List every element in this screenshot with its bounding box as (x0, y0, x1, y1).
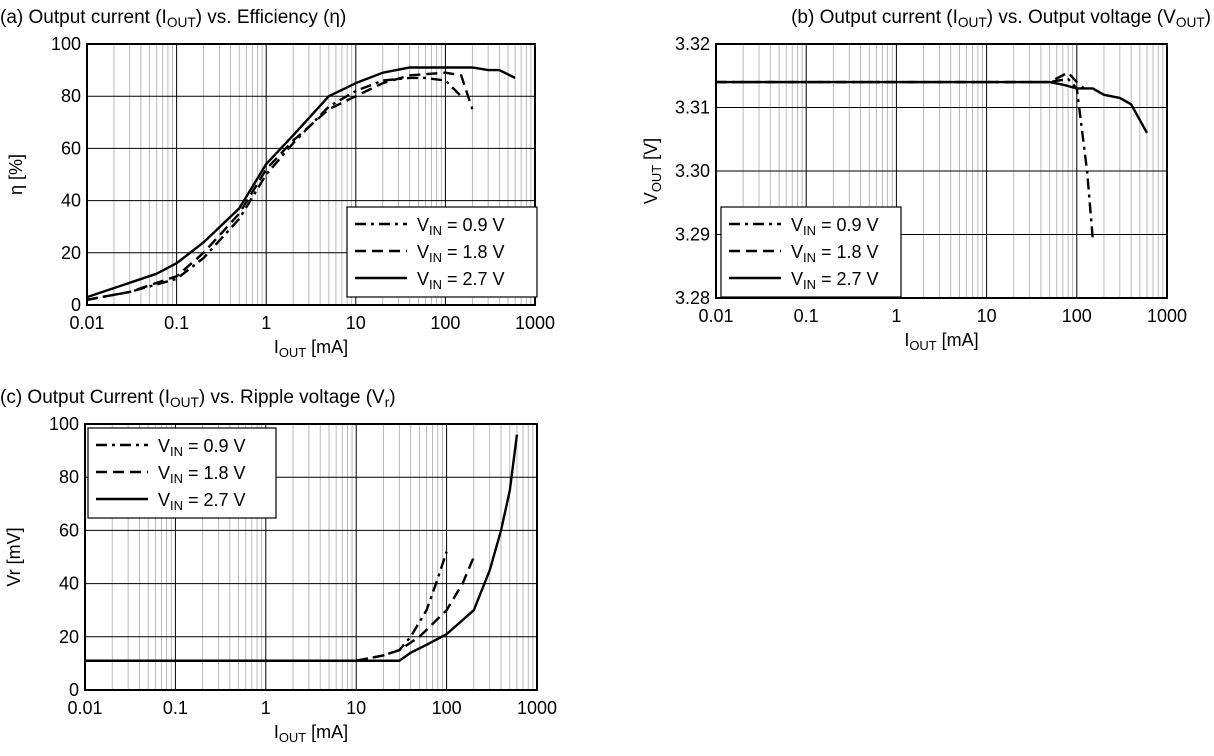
legend-label: VIN = 1.8 V (417, 242, 505, 265)
x-tick-label: 1 (891, 306, 901, 326)
x-tick-label: 0.1 (794, 306, 819, 326)
x-tick-label: 10 (977, 306, 997, 326)
y-tick-label: 40 (61, 191, 81, 211)
series-line-2 (85, 556, 475, 662)
x-tick-label: 1000 (517, 698, 557, 718)
y-tick-label: 3.29 (675, 225, 710, 245)
plot-frame (715, 43, 1168, 299)
chart-2: 0.01 0.1 1 10 100 1000 3.28 3.29 3.30 3.31 3.32 (b)… (641, 7, 1211, 353)
y-tick-label: 40 (59, 574, 79, 594)
y-tick-label: 20 (59, 627, 79, 647)
legend: VIN = 0.9 V VIN = 1.8 V VIN = 2.7 V (720, 206, 902, 298)
y-tick-label: 3.28 (675, 288, 710, 308)
chart-title: (c) Output Current (IOUT) vs. Ripple vol… (0, 387, 396, 410)
legend-label: VIN = 2.7 V (417, 269, 505, 292)
y-tick-label: 80 (59, 467, 79, 487)
y-tick-label: 3.32 (675, 34, 710, 54)
legend-label: VIN = 0.9 V (158, 436, 246, 459)
y-tick-label: 3.30 (675, 161, 710, 181)
y-tick-label: 80 (61, 86, 81, 106)
x-axis-label: IOUT [mA] (904, 330, 978, 353)
y-tick-label: 0 (71, 295, 81, 315)
series-line-1 (85, 551, 448, 662)
legend-label: VIN = 1.8 V (791, 242, 879, 265)
legend: VIN = 0.9 V VIN = 1.8 V VIN = 2.7 V (346, 206, 538, 298)
series-group (86, 66, 516, 301)
x-tick-label: 100 (1062, 306, 1092, 326)
legend-label: VIN = 1.8 V (158, 463, 246, 486)
x-tick-label: 1 (261, 313, 271, 333)
y-tick-label: 100 (51, 34, 81, 54)
y-tick-label: 0 (69, 680, 79, 700)
x-axis-label: IOUT [mA] (274, 337, 348, 360)
chart-1: 0.01 0.1 1 10 100 1000 0 20 40 60 80 100 (a) Output … (0, 7, 555, 360)
legend-label: VIN = 2.7 V (791, 269, 879, 292)
x-tick-label: 10 (346, 313, 366, 333)
series-line-2 (716, 71, 1085, 90)
y-tick-label: 20 (61, 243, 81, 263)
legend: VIN = 0.9 V VIN = 1.8 V VIN = 2.7 V (87, 427, 277, 519)
x-tick-label: 0.01 (698, 306, 733, 326)
legend-label: VIN = 0.9 V (791, 215, 879, 238)
series-line-3 (716, 80, 1149, 134)
legend-label: VIN = 0.9 V (417, 215, 505, 238)
x-tick-label: 10 (346, 698, 366, 718)
x-tick-label: 1000 (1147, 306, 1187, 326)
series-group (85, 434, 519, 662)
x-tick-label: 1 (261, 698, 271, 718)
y-axis-label: VOUT [V] (641, 138, 664, 204)
series-line-3 (86, 66, 516, 299)
x-tick-label: 100 (430, 313, 460, 333)
x-tick-label: 0.1 (163, 698, 188, 718)
x-axis-label: IOUT [mA] (274, 722, 348, 745)
series-line-1 (716, 77, 1094, 238)
x-tick-label: 0.01 (69, 313, 104, 333)
chart-3: 0.01 0.1 1 10 100 1000 0 20 40 60 80 100 (c) Output … (0, 387, 557, 745)
y-axis-label: Vr [mV] (4, 527, 24, 586)
x-tick-label: 1000 (515, 313, 555, 333)
series-group (716, 71, 1149, 238)
plot-frame (84, 423, 538, 691)
series-line-2 (86, 71, 474, 301)
y-tick-label: 60 (61, 138, 81, 158)
x-tick-label: 0.01 (67, 698, 102, 718)
y-tick-label: 100 (49, 414, 79, 434)
x-tick-label: 100 (432, 698, 462, 718)
x-tick-label: 0.1 (164, 313, 189, 333)
y-axis-label: η [%] (6, 154, 26, 195)
chart-title: (b) Output current (IOUT) vs. Output vol… (791, 7, 1211, 30)
plot-frame (86, 43, 536, 306)
y-tick-label: 60 (59, 520, 79, 540)
series-line-3 (85, 434, 519, 662)
y-tick-label: 3.31 (675, 98, 710, 118)
chart-title: (a) Output current (IOUT) vs. Efficiency… (0, 7, 346, 30)
legend-label: VIN = 2.7 V (158, 490, 246, 513)
